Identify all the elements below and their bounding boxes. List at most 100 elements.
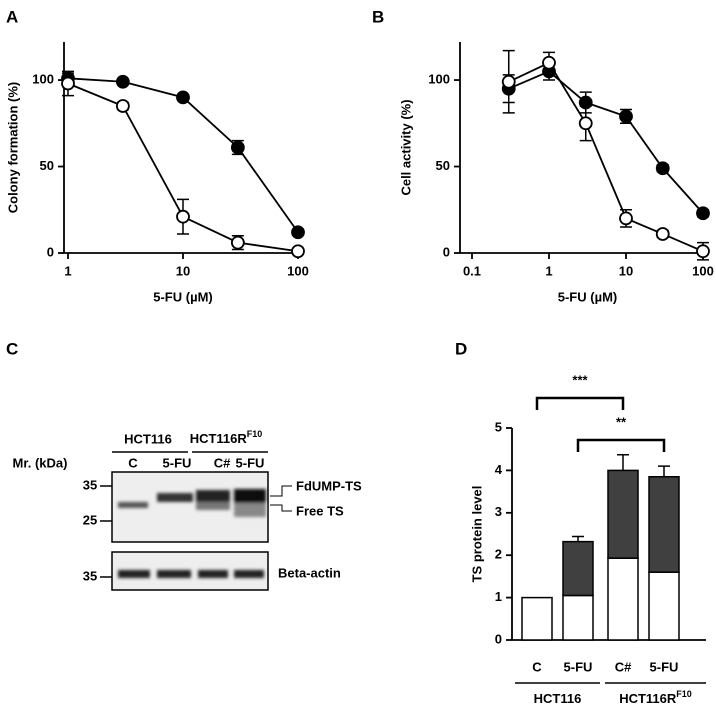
band bbox=[157, 493, 193, 502]
band bbox=[157, 570, 191, 578]
group-label-text: HCT116R bbox=[619, 691, 677, 706]
panel-label: C bbox=[6, 339, 18, 358]
panel-label: A bbox=[6, 7, 18, 26]
marker bbox=[230, 140, 245, 155]
marker bbox=[501, 74, 516, 89]
bar-segment bbox=[562, 594, 594, 641]
x-tick-label: 10 bbox=[619, 263, 633, 278]
band bbox=[234, 503, 266, 517]
y-tick-label: 0 bbox=[443, 244, 450, 259]
lane-label: C bbox=[128, 455, 138, 470]
marker bbox=[655, 227, 670, 241]
y-axis-label: TS protein level bbox=[469, 486, 484, 583]
marker bbox=[176, 90, 190, 105]
x-tick-label: 1 bbox=[545, 263, 552, 278]
bar-segment bbox=[607, 469, 639, 559]
y-tick-label: 50 bbox=[40, 158, 54, 173]
x-tick-label: 10 bbox=[176, 263, 190, 278]
y-tick-label: 4 bbox=[495, 462, 503, 477]
marker bbox=[115, 99, 130, 113]
y-tick-label: 50 bbox=[436, 158, 450, 173]
band bbox=[196, 490, 230, 502]
bar-segment bbox=[607, 557, 639, 641]
marker bbox=[655, 161, 670, 176]
y-axis-label: Colony formation (%) bbox=[5, 82, 20, 213]
marker bbox=[115, 74, 130, 89]
error-bar bbox=[617, 453, 629, 471]
significance-label: ** bbox=[616, 414, 627, 429]
x-tick-label: C bbox=[532, 659, 542, 674]
marker-label: 35 bbox=[83, 477, 97, 492]
marker bbox=[291, 225, 305, 240]
y-axis-label: Cell activity (%) bbox=[398, 99, 413, 195]
significance-bracket bbox=[576, 438, 666, 452]
group-label-sup: F10 bbox=[676, 689, 692, 699]
group-label: HCT116RF10 bbox=[619, 689, 692, 706]
marker bbox=[542, 55, 556, 70]
error-bar bbox=[572, 535, 584, 542]
marker bbox=[696, 244, 710, 259]
group-label: HCT116 bbox=[124, 431, 172, 446]
marker-title: Mr. (kDa) bbox=[13, 455, 68, 470]
x-tick-label: C# bbox=[615, 659, 632, 674]
line bbox=[508, 61, 704, 253]
x-tick-label: 5-FU bbox=[564, 659, 593, 674]
line bbox=[508, 70, 704, 214]
x-tick-label: 100 bbox=[692, 263, 714, 278]
bands bbox=[118, 570, 264, 578]
band bbox=[234, 570, 264, 578]
label-line bbox=[270, 485, 292, 497]
band-label: Free TS bbox=[296, 503, 344, 518]
marker bbox=[176, 209, 190, 224]
group-label: HCT116RF10 bbox=[190, 429, 263, 446]
bar-segment bbox=[521, 596, 553, 641]
marker-label: 35 bbox=[83, 568, 97, 583]
marker bbox=[578, 116, 593, 131]
x-tick-label: 0.1 bbox=[463, 263, 481, 278]
bar-segment bbox=[562, 540, 594, 597]
significance-label: *** bbox=[572, 372, 588, 387]
band-label: FdUMP-TS bbox=[296, 478, 362, 493]
y-tick-label: 5 bbox=[495, 419, 502, 434]
marker bbox=[578, 95, 593, 110]
band bbox=[118, 502, 148, 508]
group-label-text: HCT116 bbox=[534, 691, 582, 706]
y-tick-label: 0 bbox=[495, 631, 502, 646]
blot-panel: C HCT116 HCT116RF10 Mr. (kDa) C 5-FU C# … bbox=[6, 339, 362, 591]
x-tick-label: 5-FU bbox=[650, 659, 679, 674]
x-tick-label: 100 bbox=[287, 263, 309, 278]
error-bar bbox=[658, 465, 670, 477]
marker bbox=[619, 211, 633, 226]
x-axis-label: 5-FU (µM) bbox=[153, 289, 212, 304]
x-axis-label: 5-FU (µM) bbox=[558, 289, 617, 304]
marker bbox=[619, 109, 633, 124]
lane-label: C# bbox=[214, 455, 231, 470]
marker bbox=[696, 206, 710, 221]
y-tick-label: 3 bbox=[495, 504, 502, 519]
y-tick-label: 2 bbox=[495, 547, 502, 562]
x-tick-label: 1 bbox=[64, 263, 71, 278]
panel-label: B bbox=[372, 7, 384, 26]
bar-segment bbox=[648, 571, 680, 641]
panel-label: D bbox=[455, 339, 467, 358]
y-tick-label: 100 bbox=[428, 71, 450, 86]
lane-label: 5-FU bbox=[163, 455, 192, 470]
bar-segment bbox=[648, 476, 680, 573]
y-tick-label: 1 bbox=[495, 589, 502, 604]
marker bbox=[291, 244, 305, 259]
significance-bracket bbox=[535, 396, 625, 410]
band bbox=[234, 489, 266, 503]
lane-label: 5-FU bbox=[236, 455, 265, 470]
marker bbox=[230, 235, 245, 250]
marker bbox=[61, 76, 75, 91]
y-tick-label: 100 bbox=[32, 71, 54, 86]
y-tick-label: 0 bbox=[47, 244, 54, 259]
bands bbox=[118, 489, 266, 517]
band-label: Beta-actin bbox=[278, 565, 341, 580]
band bbox=[196, 502, 230, 510]
marker-label: 25 bbox=[83, 512, 97, 527]
band bbox=[198, 570, 228, 578]
group-label: HCT116 bbox=[534, 691, 582, 706]
label-line bbox=[270, 504, 292, 512]
